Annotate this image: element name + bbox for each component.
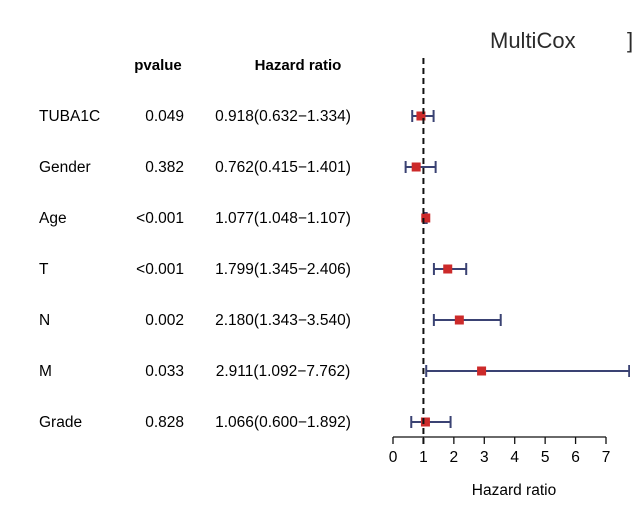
pvalue-column-header: pvalue bbox=[134, 57, 182, 74]
row-hazard-ratio-text: 0.762(0.415−1.401) bbox=[215, 159, 351, 176]
x-tick-label: 2 bbox=[450, 449, 459, 466]
row-variable-label: TUBA1C bbox=[39, 108, 100, 125]
row-pvalue: <0.001 bbox=[136, 210, 184, 227]
row-hazard-ratio-text: 2.911(1.092−7.762) bbox=[216, 363, 351, 380]
hazard-ratio-column-header: Hazard ratio bbox=[255, 57, 342, 74]
row-variable-label: T bbox=[39, 261, 49, 278]
row-pvalue: 0.828 bbox=[145, 414, 184, 431]
x-tick-label: 0 bbox=[389, 449, 398, 466]
hazard-ratio-point bbox=[421, 213, 431, 223]
x-axis-label: Hazard ratio bbox=[472, 482, 556, 499]
row-variable-label: Gender bbox=[39, 159, 91, 176]
row-pvalue: 0.382 bbox=[145, 159, 184, 176]
row-pvalue: 0.033 bbox=[145, 363, 184, 380]
x-tick-label: 5 bbox=[541, 449, 550, 466]
hazard-ratio-point bbox=[411, 162, 421, 172]
row-variable-label: Age bbox=[39, 210, 67, 227]
x-tick-label: 4 bbox=[510, 449, 519, 466]
chart-title: MultiCox bbox=[490, 28, 576, 53]
row-variable-label: N bbox=[39, 312, 50, 329]
x-tick-label: 3 bbox=[480, 449, 489, 466]
hazard-ratio-point bbox=[454, 315, 464, 325]
clipped-marks bbox=[404, 110, 630, 428]
row-pvalue: <0.001 bbox=[136, 261, 184, 278]
x-tick-label: 7 bbox=[602, 449, 611, 466]
row-hazard-ratio-text: 1.077(1.048−1.107) bbox=[215, 210, 351, 227]
row-hazard-ratio-text: 0.918(0.632−1.334) bbox=[215, 108, 351, 125]
row-hazard-ratio-text: 1.066(0.600−1.892) bbox=[215, 414, 351, 431]
row-variable-label: Grade bbox=[39, 414, 82, 431]
hazard-ratio-point bbox=[416, 111, 426, 121]
x-tick-label: 6 bbox=[571, 449, 580, 466]
hazard-ratio-point bbox=[477, 366, 487, 376]
row-pvalue: 0.002 bbox=[145, 312, 184, 329]
row-hazard-ratio-text: 2.180(1.343−3.540) bbox=[215, 312, 351, 329]
row-hazard-ratio-text: 1.799(1.345−2.406) bbox=[215, 261, 351, 278]
hazard-ratio-point bbox=[443, 264, 453, 274]
row-variable-label: M bbox=[39, 363, 52, 380]
x-tick-label: 1 bbox=[419, 449, 428, 466]
chart-title-fragment: ] bbox=[627, 28, 633, 53]
hazard-ratio-point bbox=[420, 417, 430, 427]
row-pvalue: 0.049 bbox=[145, 108, 184, 125]
plot-area: 0 1 2 3 4 5 6 7 bbox=[389, 58, 630, 466]
table-rows: TUBA1C 0.049 0.918(0.632−1.334) Gender 0.382… bbox=[39, 108, 351, 431]
